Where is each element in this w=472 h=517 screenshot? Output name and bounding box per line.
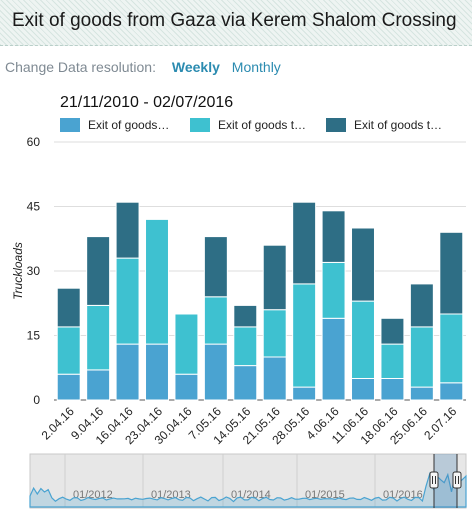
resolution-label: Change Data resolution:: [5, 59, 156, 75]
bar-segment[interactable]: [86, 304, 111, 371]
bar-segment[interactable]: [262, 356, 287, 401]
y-tick-label: 45: [27, 200, 41, 214]
bar-segment[interactable]: [292, 386, 317, 401]
bar-segment[interactable]: [321, 317, 346, 401]
bar-segment[interactable]: [145, 343, 169, 401]
legend-label-1: Exit of goods…: [88, 118, 170, 132]
bar-segment[interactable]: [86, 236, 111, 306]
bar-segment[interactable]: [292, 283, 317, 388]
bar-segment[interactable]: [380, 317, 405, 345]
bar-segment[interactable]: [174, 373, 199, 401]
bar-segment[interactable]: [115, 201, 140, 259]
bar-segment[interactable]: [439, 231, 464, 315]
page-title: Exit of goods from Gaza via Kerem Shalom…: [12, 10, 457, 31]
bar-segment[interactable]: [262, 309, 287, 358]
bar-segment[interactable]: [321, 210, 346, 263]
y-tick-label: 15: [27, 329, 41, 343]
bar-segment[interactable]: [56, 287, 81, 328]
bar-segment[interactable]: [409, 283, 434, 328]
navigator-selection[interactable]: [434, 454, 457, 508]
legend-label-2: Exit of goods t…: [218, 118, 307, 132]
y-tick-label: 0: [33, 393, 40, 407]
bar-segment[interactable]: [203, 296, 228, 345]
bar-segment[interactable]: [233, 326, 258, 367]
legend-swatch-2: [190, 118, 210, 132]
bar-segment[interactable]: [174, 313, 199, 375]
y-axis-label: Truckloads: [11, 242, 25, 300]
bar-segment[interactable]: [56, 373, 81, 401]
bar-segment[interactable]: [86, 369, 111, 401]
chart-title: 21/11/2010 - 02/07/2016: [60, 94, 234, 111]
bar-segment[interactable]: [56, 326, 81, 375]
legend-label-3: Exit of goods t…: [354, 118, 443, 132]
bar-segment[interactable]: [439, 313, 464, 384]
bar-segment[interactable]: [351, 300, 375, 380]
bar-segment[interactable]: [409, 326, 434, 388]
bar-segment[interactable]: [380, 378, 405, 401]
bar-segment[interactable]: [409, 386, 434, 401]
legend-item-1[interactable]: Exit of goods…: [60, 118, 169, 132]
bar-segment[interactable]: [115, 257, 140, 345]
bar-segment[interactable]: [233, 304, 258, 328]
legend-item-2[interactable]: Exit of goods t…: [190, 118, 306, 132]
weekly-option[interactable]: Weekly: [171, 59, 220, 75]
bar-segment[interactable]: [145, 218, 169, 345]
bar-segment[interactable]: [233, 365, 258, 401]
navigator-background: [29, 453, 467, 509]
bar-segment[interactable]: [262, 244, 287, 311]
navigator-sparkline: [29, 471, 467, 508]
bar-segment[interactable]: [380, 343, 405, 380]
stacked-bar-chart: 015304560Truckloads2.04.169.04.1616.04.1…: [11, 135, 466, 447]
y-tick-label: 30: [27, 264, 41, 278]
bar-segment[interactable]: [321, 261, 346, 319]
legend-item-3[interactable]: Exit of goods t…: [326, 118, 442, 132]
navigator-handle[interactable]: [452, 471, 462, 489]
bar-segment[interactable]: [203, 236, 228, 298]
title-bar: Exit of goods from Gaza via Kerem Shalom…: [0, 0, 472, 46]
x-tick-label: 2.07.16: [421, 404, 459, 442]
range-navigator[interactable]: 01/2012 01/2013 01/2014 01/2015 01/2016: [0, 452, 472, 512]
legend-swatch-1: [60, 118, 80, 132]
y-tick-label: 60: [27, 135, 41, 149]
navigator-handle[interactable]: [429, 471, 439, 489]
bar-segment[interactable]: [351, 378, 375, 401]
bar-segment[interactable]: [115, 343, 140, 401]
legend-swatch-3: [326, 118, 346, 132]
resolution-selector: Change Data resolution: Weekly Monthly: [5, 59, 289, 75]
monthly-option[interactable]: Monthly: [231, 59, 281, 75]
bar-segment[interactable]: [439, 382, 464, 401]
bar-segment[interactable]: [351, 227, 375, 302]
bar-segment[interactable]: [203, 343, 228, 401]
bar-segment[interactable]: [292, 201, 317, 285]
